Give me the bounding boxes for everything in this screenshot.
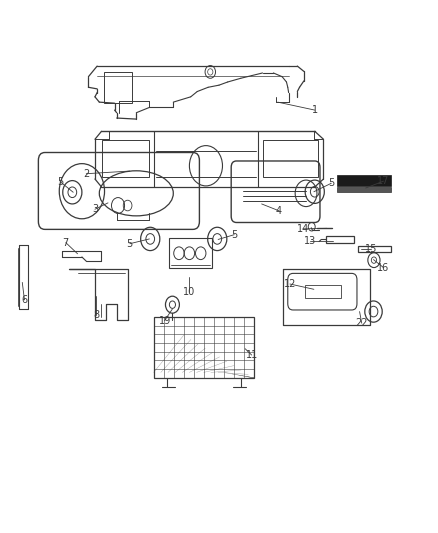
Text: 6: 6 <box>21 295 28 305</box>
Bar <box>358 246 391 252</box>
Text: 4: 4 <box>276 206 282 216</box>
Text: 16: 16 <box>378 263 390 272</box>
Bar <box>262 140 318 177</box>
Bar <box>154 317 254 378</box>
Bar <box>325 236 354 243</box>
Text: 8: 8 <box>93 310 99 320</box>
Bar <box>336 187 391 192</box>
Bar <box>169 238 212 268</box>
Text: 13: 13 <box>304 236 317 246</box>
Text: 5: 5 <box>127 239 133 249</box>
Text: 12: 12 <box>284 279 296 289</box>
Text: 1: 1 <box>312 105 318 115</box>
Text: 11: 11 <box>246 350 258 360</box>
Text: 19: 19 <box>159 316 171 326</box>
Text: 3: 3 <box>92 204 98 214</box>
Bar <box>102 140 149 177</box>
Text: 5: 5 <box>57 176 63 187</box>
Text: 7: 7 <box>63 238 69 248</box>
Text: 14: 14 <box>297 224 309 234</box>
Text: 5: 5 <box>231 230 237 240</box>
Text: 2: 2 <box>83 169 89 179</box>
Text: 5: 5 <box>328 178 334 188</box>
Bar <box>305 285 341 298</box>
Bar <box>104 72 132 103</box>
Text: 22: 22 <box>356 318 368 328</box>
Text: 15: 15 <box>365 244 378 254</box>
Text: 17: 17 <box>377 176 390 186</box>
Text: 10: 10 <box>183 287 195 297</box>
Bar <box>336 175 391 186</box>
